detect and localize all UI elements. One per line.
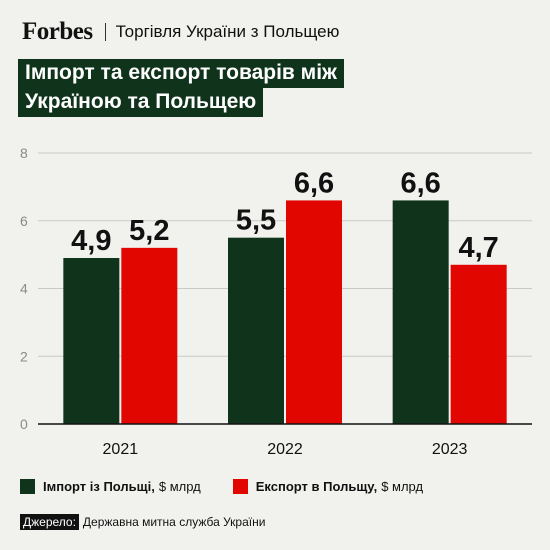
x-tick-label: 2021 bbox=[103, 441, 139, 458]
bar-export bbox=[450, 264, 507, 424]
bar-export bbox=[286, 200, 342, 424]
legend-swatch-export bbox=[232, 479, 248, 494]
y-tick-label: 0 bbox=[20, 416, 28, 432]
y-tick-label: 4 bbox=[20, 281, 28, 297]
data-label-export: 5,2 bbox=[129, 215, 169, 247]
legend-item-export: Експорт в Польщу, $ млрд bbox=[232, 479, 424, 494]
y-tick-label: 2 bbox=[20, 348, 28, 364]
source-label: Джерело: bbox=[20, 514, 79, 530]
bar-export bbox=[121, 247, 178, 424]
chart-title: Імпорт та експорт товарів між Україною т… bbox=[18, 59, 344, 117]
data-label-export: 6,6 bbox=[294, 167, 334, 199]
source-text: Державна митна служба України bbox=[82, 515, 266, 529]
y-tick-label: 8 bbox=[20, 145, 28, 161]
source-note: Джерело: Державна митна служба України bbox=[20, 514, 265, 530]
bar-import bbox=[392, 200, 449, 424]
data-label-import: 4,9 bbox=[71, 225, 111, 257]
data-label-import: 6,6 bbox=[401, 167, 441, 199]
chart-title-line-2: Україною та Польщею bbox=[18, 88, 264, 117]
header-subtitle: Торгівля України з Польщею bbox=[115, 22, 340, 41]
y-tick-label: 6 bbox=[20, 213, 28, 229]
legend: Імпорт із Польщі, $ млрд Експорт в Польщ… bbox=[20, 479, 455, 494]
legend-item-import: Імпорт із Польщі, $ млрд bbox=[20, 479, 201, 494]
x-tick-label: 2023 bbox=[432, 441, 468, 458]
data-label-export: 4,7 bbox=[459, 232, 499, 264]
header: Forbes Торгівля України з Польщею bbox=[22, 18, 339, 46]
forbes-logo: Forbes bbox=[22, 18, 93, 45]
header-divider bbox=[104, 23, 106, 41]
legend-unit-import: $ млрд bbox=[158, 479, 201, 494]
bar-import bbox=[228, 237, 284, 424]
chart-title-line-1: Імпорт та експорт товарів між bbox=[18, 59, 344, 88]
legend-swatch-import bbox=[20, 479, 35, 494]
legend-label-import: Імпорт із Польщі, bbox=[43, 479, 155, 494]
legend-unit-export: $ млрд bbox=[381, 479, 424, 494]
legend-label-export: Експорт в Польщу, bbox=[255, 479, 378, 494]
x-tick-label: 2022 bbox=[267, 441, 303, 458]
data-label-import: 5,5 bbox=[236, 205, 276, 237]
bar-import bbox=[63, 258, 120, 424]
